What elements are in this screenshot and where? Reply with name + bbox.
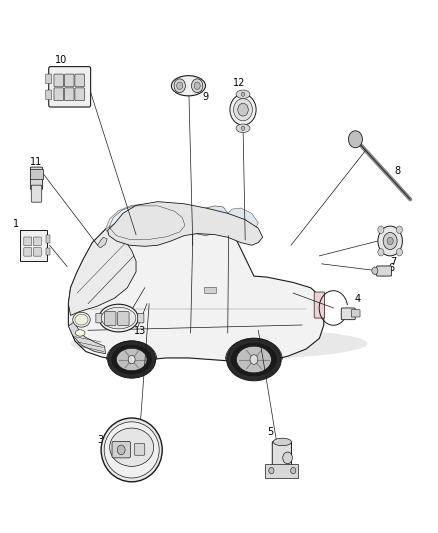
Circle shape [378, 248, 384, 256]
FancyBboxPatch shape [33, 237, 41, 246]
Polygon shape [68, 208, 324, 362]
Circle shape [241, 126, 245, 131]
FancyBboxPatch shape [64, 74, 74, 87]
Circle shape [396, 248, 403, 256]
Ellipse shape [230, 94, 256, 125]
Circle shape [191, 79, 203, 93]
FancyBboxPatch shape [46, 74, 52, 84]
Ellipse shape [104, 422, 159, 478]
Circle shape [194, 82, 200, 90]
Text: 13: 13 [134, 326, 147, 336]
Text: 6: 6 [388, 263, 394, 272]
Polygon shape [68, 224, 136, 316]
Circle shape [250, 355, 258, 365]
Ellipse shape [273, 438, 291, 446]
FancyBboxPatch shape [64, 88, 74, 101]
Circle shape [396, 226, 403, 233]
FancyBboxPatch shape [49, 67, 91, 107]
Ellipse shape [237, 346, 272, 373]
Circle shape [128, 356, 135, 364]
Ellipse shape [73, 312, 90, 327]
Text: 8: 8 [395, 166, 401, 176]
FancyBboxPatch shape [138, 313, 144, 323]
FancyBboxPatch shape [105, 312, 116, 326]
Circle shape [378, 226, 403, 256]
Ellipse shape [236, 124, 250, 133]
Text: 12: 12 [233, 78, 246, 87]
FancyBboxPatch shape [205, 287, 216, 294]
Polygon shape [108, 201, 263, 246]
FancyBboxPatch shape [54, 88, 64, 101]
Text: 5: 5 [267, 427, 273, 438]
FancyBboxPatch shape [30, 167, 42, 189]
Ellipse shape [111, 344, 152, 375]
FancyBboxPatch shape [314, 292, 325, 318]
FancyBboxPatch shape [96, 313, 102, 323]
Ellipse shape [75, 314, 88, 325]
Circle shape [290, 467, 296, 474]
Text: 10: 10 [55, 55, 67, 65]
FancyBboxPatch shape [33, 248, 41, 256]
Ellipse shape [283, 452, 292, 464]
Circle shape [174, 79, 185, 93]
Ellipse shape [236, 90, 250, 99]
Ellipse shape [230, 342, 278, 377]
Ellipse shape [171, 76, 205, 96]
Polygon shape [68, 322, 106, 354]
Circle shape [238, 103, 248, 116]
FancyBboxPatch shape [75, 88, 85, 101]
Ellipse shape [226, 338, 281, 381]
FancyBboxPatch shape [351, 310, 360, 317]
Circle shape [383, 232, 397, 249]
Ellipse shape [71, 328, 367, 360]
Text: 11: 11 [29, 157, 42, 167]
Text: 2: 2 [110, 289, 117, 300]
Circle shape [387, 237, 393, 245]
FancyBboxPatch shape [272, 441, 291, 470]
Ellipse shape [108, 341, 155, 378]
FancyBboxPatch shape [265, 464, 298, 478]
Polygon shape [98, 237, 107, 248]
Polygon shape [188, 206, 228, 236]
FancyBboxPatch shape [112, 441, 131, 458]
FancyBboxPatch shape [46, 248, 50, 255]
Ellipse shape [101, 308, 136, 329]
Polygon shape [227, 208, 258, 236]
Ellipse shape [233, 99, 252, 121]
FancyBboxPatch shape [341, 308, 355, 320]
FancyBboxPatch shape [20, 230, 47, 261]
Ellipse shape [101, 418, 162, 482]
Text: 1: 1 [12, 219, 18, 229]
Circle shape [378, 226, 384, 233]
Text: 7: 7 [391, 257, 397, 267]
Circle shape [349, 131, 362, 148]
FancyBboxPatch shape [31, 185, 42, 202]
Polygon shape [106, 204, 188, 243]
Circle shape [372, 267, 378, 274]
FancyBboxPatch shape [24, 248, 32, 256]
Circle shape [117, 445, 125, 455]
Circle shape [177, 82, 183, 90]
FancyBboxPatch shape [134, 443, 145, 455]
Ellipse shape [117, 349, 147, 370]
Text: 3: 3 [97, 435, 103, 446]
FancyBboxPatch shape [75, 74, 85, 87]
FancyBboxPatch shape [118, 312, 129, 326]
Ellipse shape [99, 304, 138, 332]
Circle shape [241, 92, 245, 96]
FancyBboxPatch shape [29, 168, 43, 179]
FancyBboxPatch shape [46, 235, 50, 243]
FancyBboxPatch shape [54, 74, 64, 87]
Circle shape [269, 467, 274, 474]
FancyBboxPatch shape [377, 266, 392, 276]
Ellipse shape [75, 330, 85, 336]
Text: 4: 4 [355, 294, 361, 304]
FancyBboxPatch shape [24, 237, 32, 246]
FancyBboxPatch shape [46, 90, 52, 100]
Text: 9: 9 [203, 92, 209, 102]
Ellipse shape [110, 428, 154, 466]
